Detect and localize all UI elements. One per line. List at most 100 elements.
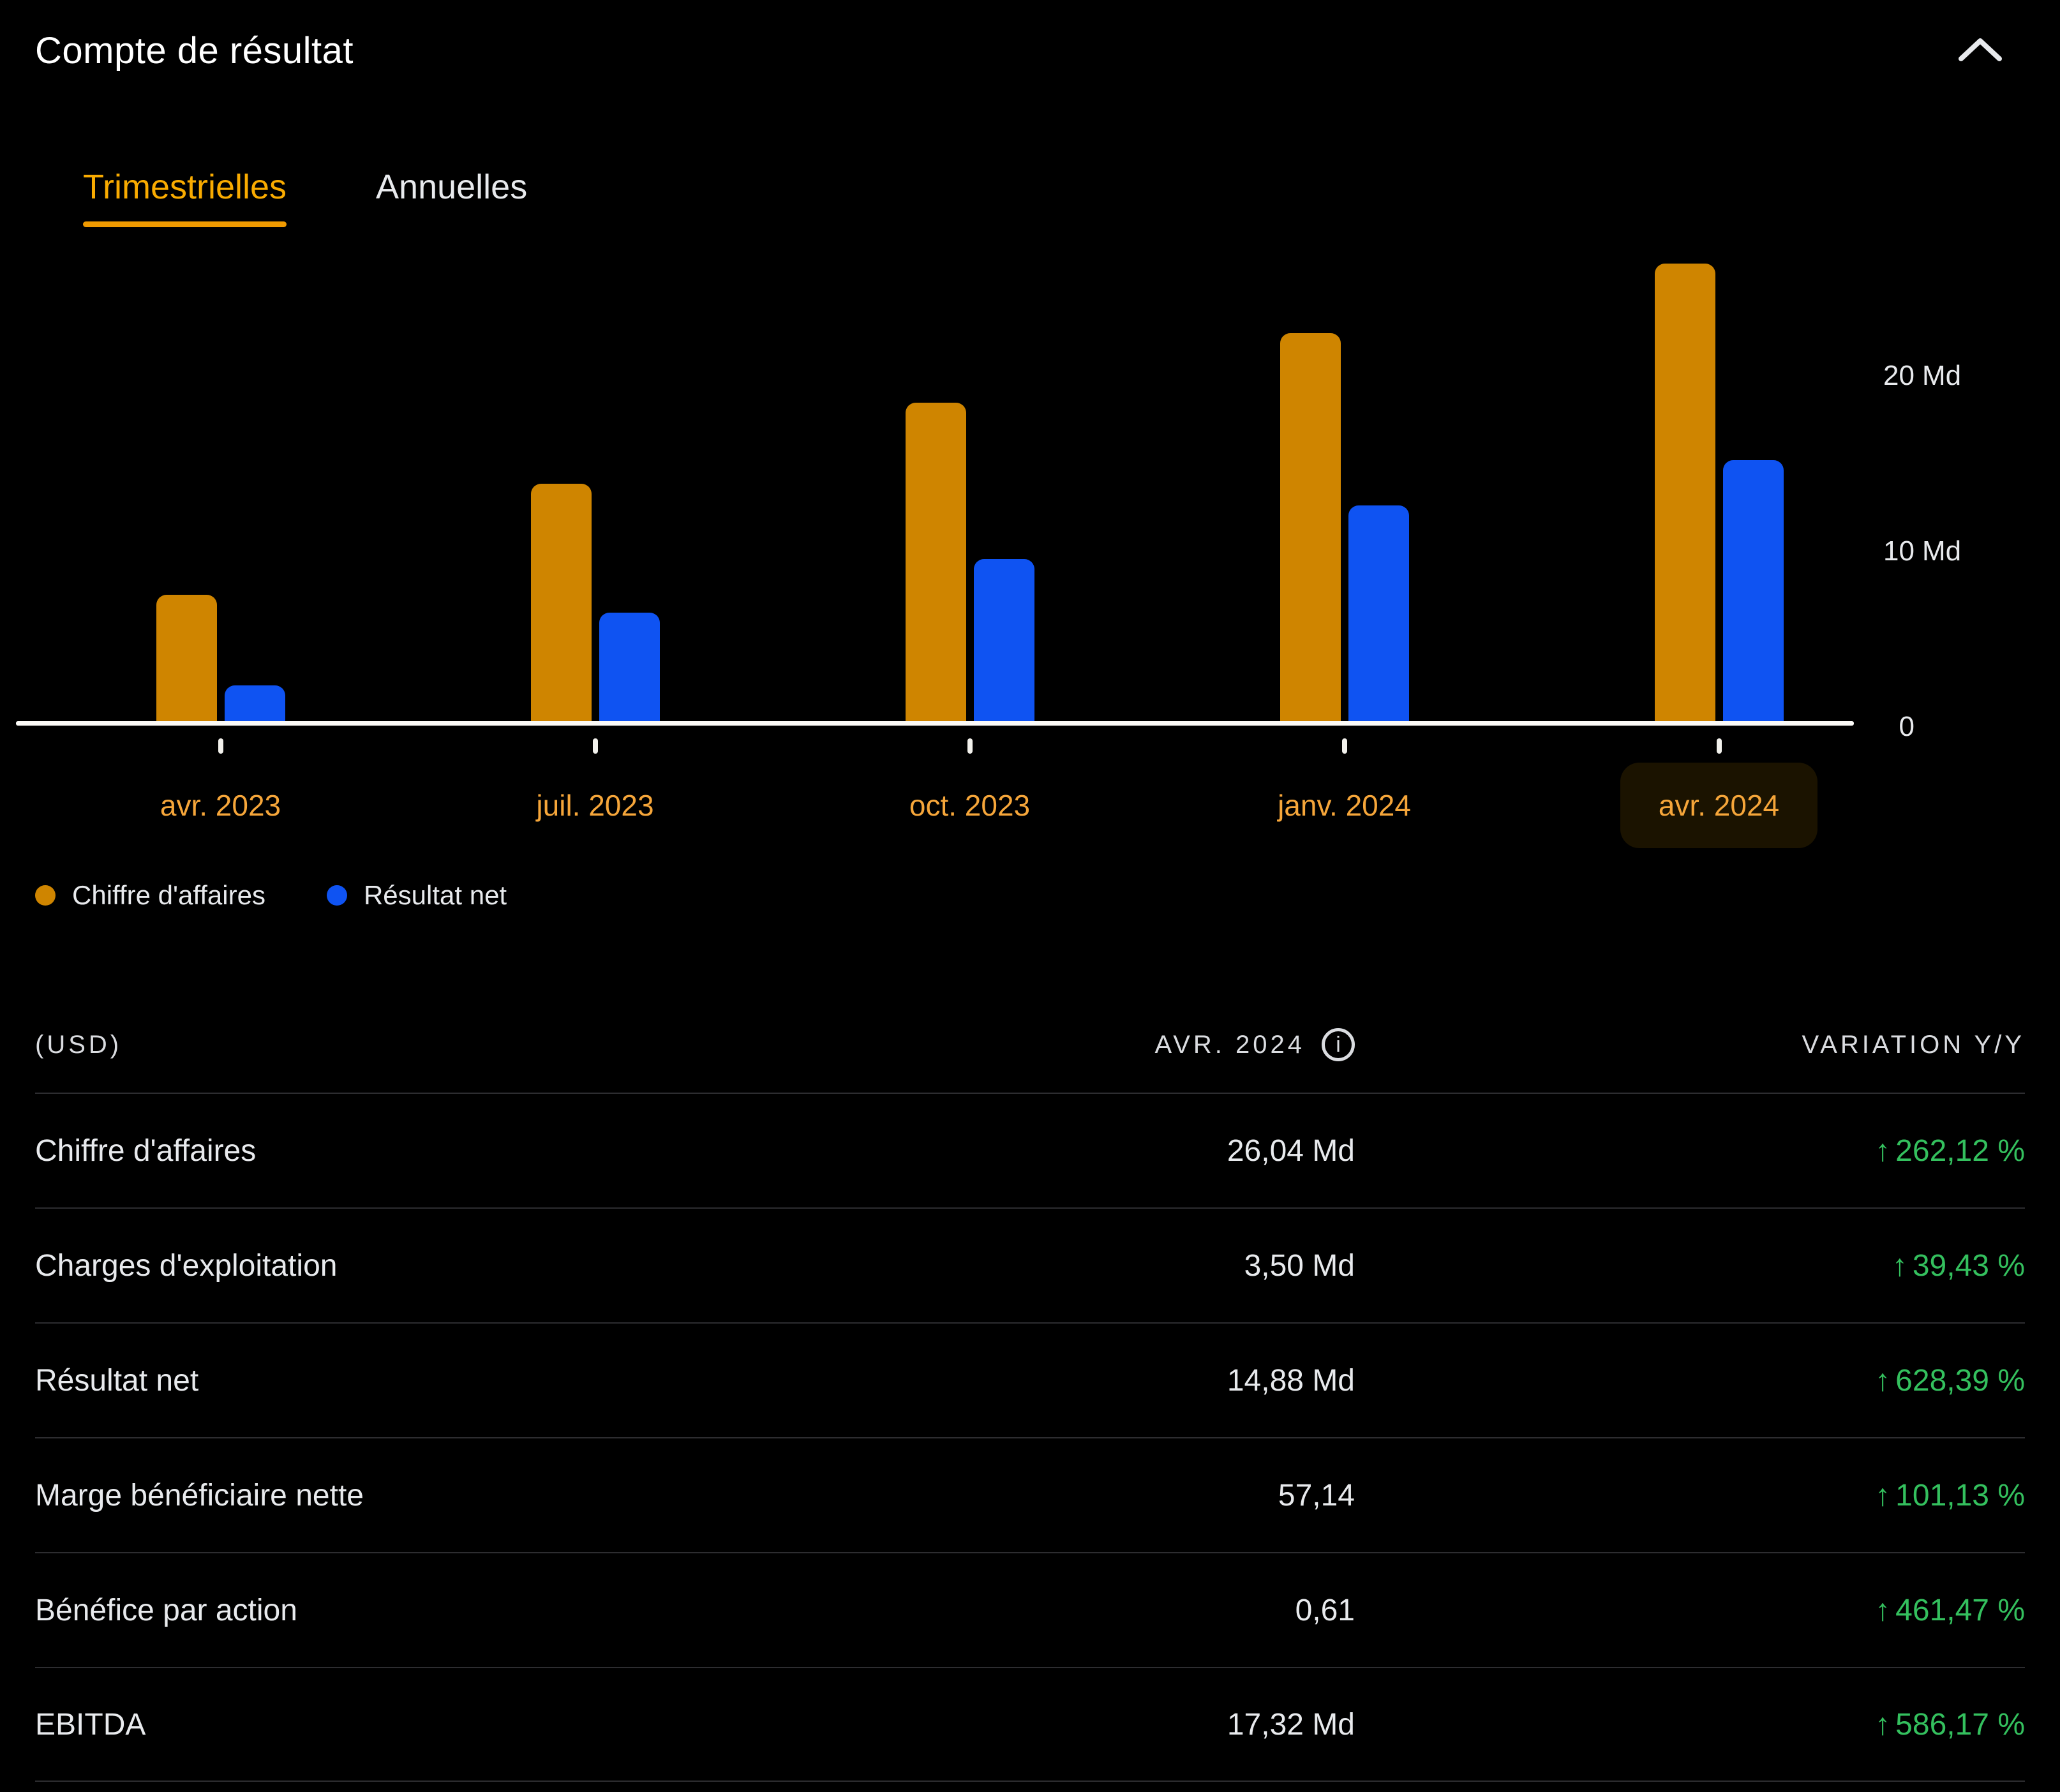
tick-slot	[1157, 738, 1532, 754]
x-label-slot: avr. 2024	[1532, 763, 1906, 848]
legend-item: Résultat net	[326, 880, 507, 911]
row-label: Charges d'exploitation	[35, 1248, 338, 1283]
tab-trimestrielles[interactable]: Trimestrielles	[83, 167, 287, 227]
legend-item: Chiffre d'affaires	[35, 880, 265, 911]
tick-slot	[33, 738, 408, 754]
table-row: Résultat net 14,88 Md ↑ 628,39 %	[35, 1322, 2025, 1437]
info-icon[interactable]: i	[1322, 1028, 1355, 1061]
table-row: Bénéfice par action 0,61 ↑ 461,47 %	[35, 1552, 2025, 1667]
tick-slot	[1532, 738, 1906, 754]
table-row: Chiffre d'affaires 26,04 Md ↑ 262,12 %	[35, 1093, 2025, 1207]
quarterly-results-chart: avr. 2023 juil. 2023 oct. 2023 janv. 2024 av…	[0, 233, 2060, 848]
legend-dot-icon	[35, 885, 56, 906]
financials-table: (USD) AVR. 2024 i VARIATION Y/Y Chiffre …	[35, 997, 2025, 1782]
y-axis-label-number: 20	[1883, 359, 1914, 391]
x-axis-tick	[218, 738, 223, 754]
row-variation: ↑ 262,12 %	[1355, 1133, 2025, 1169]
revenue-bar[interactable]	[530, 484, 592, 721]
table-header: (USD) AVR. 2024 i VARIATION Y/Y	[35, 997, 2025, 1093]
variation-header: VARIATION Y/Y	[1802, 1030, 2025, 1059]
tab-label: Trimestrielles	[83, 168, 287, 206]
x-axis-label[interactable]: janv. 2024	[1278, 789, 1411, 822]
revenue-bar[interactable]	[1280, 332, 1341, 721]
row-label: Chiffre d'affaires	[35, 1133, 257, 1168]
page-title: Compte de résultat	[35, 30, 354, 71]
x-axis-label[interactable]: avr. 2023	[160, 789, 281, 822]
table-body: Chiffre d'affaires 26,04 Md ↑ 262,12 % Charg…	[35, 1093, 2025, 1782]
y-axis-label: 10 Md	[1861, 535, 1961, 567]
chart-legend: Chiffre d'affaires Résultat net	[35, 880, 2060, 911]
x-label-slot: oct. 2023	[782, 788, 1157, 823]
tab-annuelles[interactable]: Annuelles	[376, 167, 527, 227]
table-row: EBITDA 17,32 Md ↑ 586,17 %	[35, 1667, 2025, 1782]
bar-group[interactable]	[782, 233, 1157, 721]
variation-text: ↑ 262,12 %	[1875, 1133, 2025, 1168]
row-value: 14,88 Md	[1227, 1363, 1355, 1398]
active-tab-underline	[83, 221, 287, 227]
variation-text: ↑ 461,47 %	[1875, 1593, 2025, 1627]
variation-text: ↑ 628,39 %	[1875, 1363, 2025, 1398]
period-tabs: Trimestrielles Annuelles	[83, 167, 2060, 227]
bar-group[interactable]	[1532, 233, 1906, 721]
x-axis-label[interactable]: avr. 2024	[1620, 763, 1818, 848]
variation-text: ↑ 586,17 %	[1875, 1707, 2025, 1742]
tab-label: Annuelles	[376, 168, 528, 206]
net-income-bar[interactable]	[973, 558, 1034, 721]
legend-label: Résultat net	[363, 880, 507, 910]
x-axis-tick	[1716, 738, 1722, 754]
row-label: EBITDA	[35, 1707, 146, 1742]
y-axis-label-number: 0	[1899, 711, 1914, 742]
tick-slot	[782, 738, 1157, 754]
bar-group[interactable]	[1157, 233, 1532, 721]
revenue-bar[interactable]	[905, 403, 966, 721]
net-income-bar[interactable]	[1348, 505, 1409, 721]
row-label: Marge bénéficiaire nette	[35, 1478, 364, 1512]
y-axis-label: 0	[1861, 712, 1914, 742]
arrow-up-icon: ↑	[1875, 1133, 1891, 1168]
bar-group[interactable]	[408, 233, 782, 721]
x-label-slot: avr. 2023	[33, 788, 408, 823]
net-income-bar[interactable]	[599, 612, 660, 721]
x-axis-tick	[592, 738, 598, 754]
net-income-bar[interactable]	[224, 685, 285, 721]
x-label-slot: juil. 2023	[408, 788, 782, 823]
row-variation: ↑ 461,47 %	[1355, 1593, 2025, 1628]
row-value: 17,32 Md	[1227, 1707, 1355, 1742]
row-label: Bénéfice par action	[35, 1593, 297, 1627]
bar-group[interactable]	[33, 233, 408, 721]
x-axis-labels: avr. 2023 juil. 2023 oct. 2023 janv. 2024 av…	[33, 763, 1906, 848]
table-row: Charges d'exploitation 3,50 Md ↑ 39,43 %	[35, 1207, 2025, 1322]
arrow-up-icon: ↑	[1875, 1593, 1891, 1627]
x-axis-line	[16, 721, 1854, 726]
legend-label: Chiffre d'affaires	[72, 880, 265, 910]
x-axis-ticks	[33, 738, 1906, 754]
tick-slot	[408, 738, 782, 754]
variation-text: ↑ 39,43 %	[1892, 1248, 2025, 1283]
collapse-button[interactable]	[1952, 29, 2009, 70]
arrow-up-icon: ↑	[1875, 1478, 1891, 1512]
row-value: 57,14	[1278, 1478, 1355, 1512]
row-variation: ↑ 628,39 %	[1355, 1363, 2025, 1398]
period-header: AVR. 2024	[1154, 1030, 1305, 1059]
x-axis-tick	[967, 738, 973, 754]
chevron-up-icon	[1959, 38, 2002, 61]
revenue-bar[interactable]	[156, 595, 217, 721]
row-variation: ↑ 586,17 %	[1355, 1707, 2025, 1742]
x-axis-label[interactable]: juil. 2023	[536, 789, 654, 822]
arrow-up-icon: ↑	[1892, 1248, 1907, 1283]
legend-dot-icon	[326, 885, 347, 906]
arrow-up-icon: ↑	[1875, 1363, 1891, 1398]
table-row: Marge bénéficiaire nette 57,14 ↑ 101,13 %	[35, 1437, 2025, 1552]
y-axis-label-number: 10	[1883, 535, 1914, 567]
panel-header: Compte de résultat	[35, 26, 2025, 77]
net-income-bar[interactable]	[1722, 459, 1784, 721]
revenue-bar[interactable]	[1654, 264, 1715, 721]
income-statement-panel: Compte de résultat Trimestrielles Annuel…	[0, 26, 2060, 1792]
row-variation: ↑ 39,43 %	[1355, 1248, 2025, 1283]
x-axis-tick	[1341, 738, 1347, 754]
y-axis-label-unit: Md	[1922, 359, 1962, 391]
x-axis-label[interactable]: oct. 2023	[909, 789, 1031, 822]
row-value: 0,61	[1295, 1593, 1355, 1627]
row-value: 3,50 Md	[1244, 1248, 1355, 1283]
row-label: Résultat net	[35, 1363, 199, 1398]
